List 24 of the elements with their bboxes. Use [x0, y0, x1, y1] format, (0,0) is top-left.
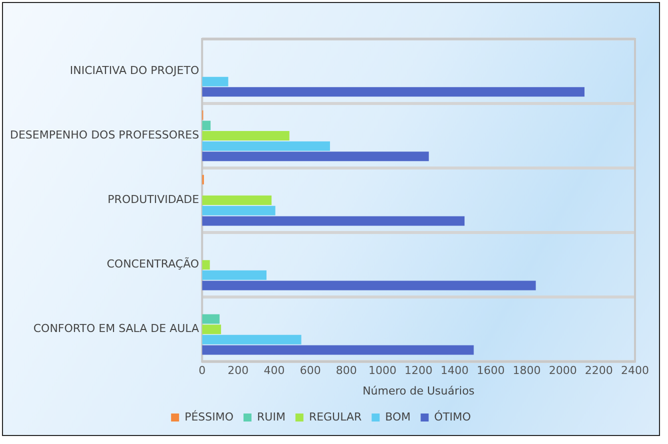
y-tick-label: CONFORTO EM SALA DE AULA — [33, 322, 200, 336]
legend-label: ÓTIMO — [434, 409, 472, 424]
legend-label: REGULAR — [308, 410, 362, 424]
x-axis-title: Número de Usuários — [362, 384, 475, 398]
x-tick-label: 2000 — [548, 364, 577, 378]
legend-label: BOM — [385, 410, 411, 424]
legend-label: PÉSSIMO — [184, 409, 234, 424]
x-tick-label: 1400 — [440, 364, 469, 378]
x-tick-label: 0 — [198, 364, 206, 378]
y-tick-label: INICIATIVA DO PROJETO — [70, 64, 200, 78]
x-tick-label: 1800 — [512, 364, 541, 378]
y-tick-label: PRODUTIVIDADE — [108, 193, 200, 206]
x-tick-label: 2400 — [621, 364, 649, 378]
y-tick-label: CONCENTRAÇÃO — [106, 256, 200, 271]
x-tick-label: 800 — [336, 364, 357, 378]
x-tick-label: 1200 — [404, 364, 433, 378]
x-tick-label: 400 — [264, 364, 285, 378]
x-tick-label: 200 — [228, 364, 249, 378]
x-tick-label: 600 — [300, 364, 321, 378]
y-tick-label: DESEMPENHO DOS PROFESSORES — [10, 128, 200, 142]
x-tick-label: 1600 — [476, 364, 505, 378]
legend-label: RUIM — [257, 410, 286, 424]
x-tick-label: 2200 — [584, 364, 613, 378]
x-tick-label: 1000 — [368, 364, 396, 378]
